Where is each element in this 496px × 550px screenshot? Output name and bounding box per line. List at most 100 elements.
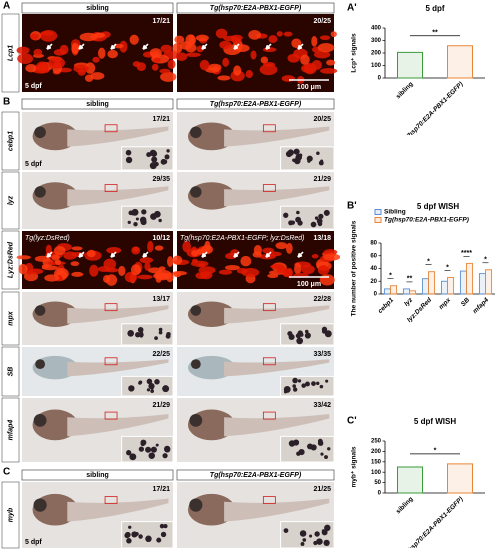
embryo-eye [190,359,201,370]
fluorescent-cell [175,52,188,61]
roi-box [104,411,118,420]
bar [478,273,486,295]
bar [402,288,410,295]
fluorescent-cell [139,257,154,264]
stained-cell [297,379,302,383]
stained-cell [147,378,151,383]
fluorescent-cell [319,35,331,41]
fluorescent-cell [215,28,228,39]
fluorescent-cell [71,42,80,55]
fluorescent-cell [92,56,100,63]
fluorescent-cell [16,255,31,260]
fluorescent-cell [106,246,122,254]
image-caption: Tg(hsp70:E2A-PBX1-EGFP; lyz:DsRed) [180,235,305,242]
stained-cell [158,327,163,332]
fluorescent-cell [201,244,213,255]
row-label-box [1,397,20,463]
stained-cell [287,149,294,156]
fluorescent-cell [173,271,182,278]
age-label: 5 dpf [25,161,42,168]
fluorescent-cell [137,274,153,280]
column-header: sibling [86,5,109,12]
fluorescent-cell [225,252,237,260]
stained-cell [283,212,289,218]
arrow [265,251,272,258]
embryo-eye [190,305,202,316]
roi-box [262,496,276,504]
fluorescent-cell [41,264,50,269]
row-label: lyz [7,195,14,205]
fluorescent-cell [147,240,154,253]
age-label: 5 dpf [25,83,42,90]
embryo-eye [189,498,203,512]
count-label: 33/42 [313,402,331,409]
stained-cell [324,330,332,338]
fluorescent-cell [179,41,192,50]
embryo-tail [67,414,169,437]
count-label: 10/12 [152,235,170,242]
stained-cell [148,452,156,459]
arrow [233,43,240,50]
fluorescent-cell [198,266,216,275]
fluorescent-cell [207,63,222,71]
stained-cell [146,152,152,158]
y-tick-label: 0 [374,292,378,298]
stained-cell [301,383,306,388]
stained-cell [160,531,167,538]
row-label-box [1,481,20,549]
fluorescent-cell [18,263,28,275]
bar [447,276,455,295]
bar [390,285,398,295]
stained-cell [298,153,303,158]
bar [466,262,474,295]
row-label: cebp1 [7,131,14,151]
count-label: 17/21 [152,18,170,25]
embryo-tail [224,359,330,377]
significance-label: * [446,264,449,271]
fluorescent-cell [252,251,262,258]
fluorescent-cell [33,48,43,57]
stained-cell [316,381,320,386]
arrow [78,43,85,50]
inset [121,205,174,230]
stained-cell [318,213,324,220]
fluorescent-cell [326,59,336,66]
stained-cell [159,523,165,529]
arrow [201,43,208,50]
stained-cell [139,331,144,336]
chart-title: 5 dpf WISH [417,202,459,211]
fluorescent-cell [28,268,44,275]
row-label-box [1,346,20,397]
embryo-tail [224,414,330,437]
stained-cell [163,523,168,529]
bar [397,466,423,494]
y-tick-label: 60 [370,253,377,259]
significance-label: * [389,273,392,280]
stained-cell [324,455,328,459]
stained-cell [317,221,323,227]
age-label: 5 dpf [25,539,42,546]
fluorescent-cell [259,64,278,76]
fluorescent-cell [30,33,39,40]
y-tick-label: 200 [371,51,382,57]
stained-cell [321,529,328,536]
fluorescent-cell [311,35,318,47]
stained-cell [138,381,142,385]
fluorescent-cell [222,57,230,67]
embryo-eye [35,359,46,370]
stained-cell [158,218,162,223]
fluorescent-cell [131,246,141,255]
fluorescent-cell [144,261,151,271]
stained-cell [162,385,170,393]
count-label: 21/29 [313,176,331,183]
x-tick-label: mpx [438,296,453,311]
row-label-box [1,111,20,171]
scale-label: 100 μm [297,281,321,288]
fluorescent-cell [323,253,340,261]
panel-label: B [3,97,10,108]
count-label: 20/25 [313,116,331,123]
fluorescent-cell [159,68,171,74]
fluorescent-cell [300,54,310,66]
x-tick-label: SB [460,296,472,308]
row-label-box [1,230,20,290]
